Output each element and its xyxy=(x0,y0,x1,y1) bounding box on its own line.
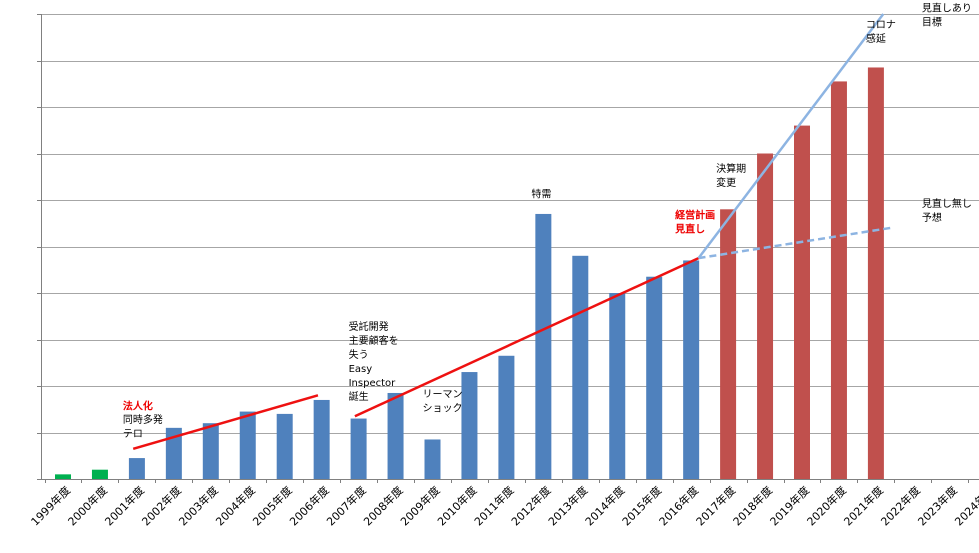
bar-2006年度 xyxy=(313,399,330,479)
x-tick-label: 2004年度 xyxy=(213,483,258,528)
bar-2015年度 xyxy=(646,276,663,479)
bars xyxy=(55,67,884,480)
x-tick-label: 2000年度 xyxy=(65,483,110,528)
annotation: ショック xyxy=(423,403,463,415)
annotation: 受託開発 xyxy=(349,320,389,333)
x-tick-label: 2006年度 xyxy=(287,483,332,528)
bar-2007年度 xyxy=(350,418,367,479)
annotation: Easy xyxy=(349,364,373,375)
annotation: 失う xyxy=(349,348,369,361)
bar-2009年度 xyxy=(424,439,441,479)
annotation: 変更 xyxy=(716,176,736,189)
x-tick-label: 2013年度 xyxy=(545,483,590,528)
bar-2012年度 xyxy=(535,213,552,479)
annotation: 決算期 xyxy=(716,162,746,175)
bar-2008年度 xyxy=(387,392,404,479)
x-tick-label: 2005年度 xyxy=(250,483,295,528)
bar-2013年度 xyxy=(572,255,589,479)
bar-2004年度 xyxy=(239,411,256,479)
gridlines xyxy=(41,14,979,480)
bar-2002年度 xyxy=(165,427,182,479)
bar-2005年度 xyxy=(276,413,293,479)
x-tick-label: 2003年度 xyxy=(176,483,221,528)
x-tick-label: 2020年度 xyxy=(804,483,849,528)
annotation: 同時多発 xyxy=(123,413,163,426)
annotation: 経営計画 xyxy=(675,209,715,222)
x-tick-label: 2018年度 xyxy=(730,483,775,528)
x-tick-label: 2009年度 xyxy=(397,483,442,528)
annotation: 主要顧客を xyxy=(349,334,399,347)
trend-line-3 xyxy=(697,13,885,259)
annotation: Inspector xyxy=(349,378,397,389)
bar-2014年度 xyxy=(609,293,626,479)
x-tick-label: 2010年度 xyxy=(434,483,479,528)
annotation: 法人化 xyxy=(123,399,153,412)
x-tick-label: 2017年度 xyxy=(693,483,738,528)
x-tick-label: 2001年度 xyxy=(102,483,147,528)
bar-2021年度 xyxy=(867,67,884,479)
bar-2016年度 xyxy=(683,260,700,479)
x-tick-label: 2015年度 xyxy=(619,483,664,528)
bar-2020年度 xyxy=(830,81,847,480)
trend-lines xyxy=(132,13,891,450)
x-tick-label: 2016年度 xyxy=(656,483,701,528)
x-tick-label: 2008年度 xyxy=(360,483,405,528)
x-tick-label: 2019年度 xyxy=(767,483,812,528)
bar-2000年度 xyxy=(91,469,108,479)
bar-2019年度 xyxy=(794,125,810,479)
x-tick-label: 2022年度 xyxy=(878,483,923,528)
annotation: 誕生 xyxy=(349,390,369,403)
bar-2001年度 xyxy=(128,458,145,479)
bar-2017年度 xyxy=(720,209,737,480)
bar-2003年度 xyxy=(202,423,219,479)
x-tick-label: 1999年度 xyxy=(28,483,73,528)
annotation: 目標 xyxy=(922,16,942,29)
x-tick-label: 2002年度 xyxy=(139,483,184,528)
annotation: 特需 xyxy=(531,189,551,201)
x-tick-label: 2014年度 xyxy=(582,483,627,528)
bar-2018年度 xyxy=(757,153,774,479)
x-tick-label: 2021年度 xyxy=(841,483,886,528)
trend-line-2 xyxy=(354,256,700,418)
annotation: 見直しあり xyxy=(922,2,972,15)
annotation: テロ xyxy=(123,429,143,440)
bar-2011年度 xyxy=(498,355,515,479)
bar-1999年度 xyxy=(55,474,71,479)
annotation: コロナ xyxy=(866,19,896,31)
annotation: 予想 xyxy=(922,211,942,224)
x-tick-labels: 1999年度2000年度2001年度2002年度2003年度2004年度2005… xyxy=(28,483,979,528)
annotation: 見直し無し xyxy=(922,197,972,210)
x-tick-label: 2007年度 xyxy=(323,483,368,528)
x-tick-label: 2023年度 xyxy=(915,483,960,528)
x-tick-label: 2011年度 xyxy=(471,483,516,528)
annotation: 感延 xyxy=(866,32,886,45)
bar-2010年度 xyxy=(461,372,478,479)
x-tick-label: 2012年度 xyxy=(508,483,553,528)
annotation: 見直し xyxy=(674,223,705,236)
annotation: リーマン xyxy=(423,390,463,401)
trend-line-1 xyxy=(132,394,319,450)
